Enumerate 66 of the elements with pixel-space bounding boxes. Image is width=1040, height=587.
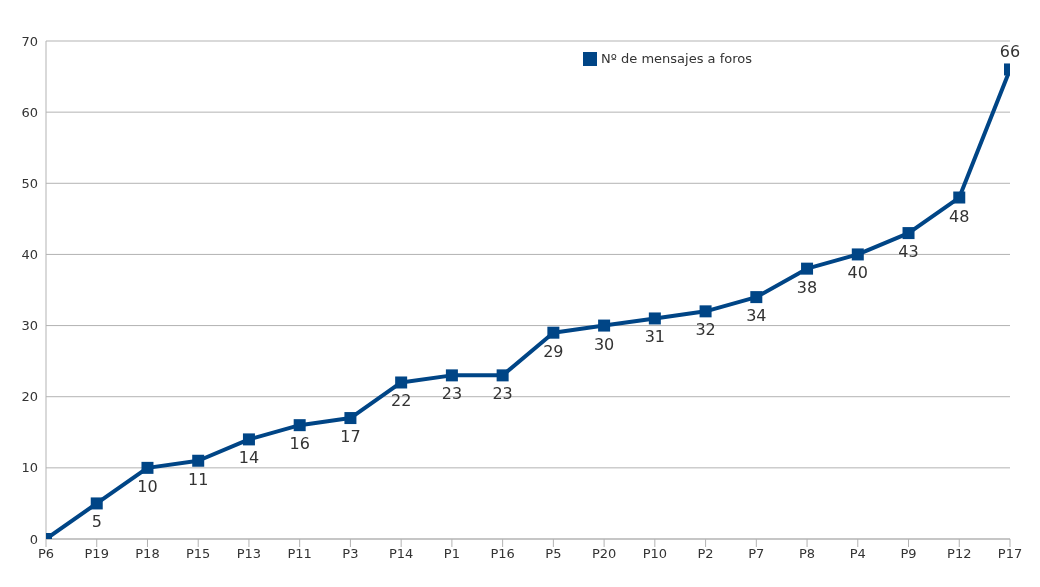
x-tick-label: P8 — [798, 546, 816, 562]
x-tick-label: P18 — [135, 546, 160, 562]
y-tick-label: 70 — [21, 33, 38, 49]
point — [344, 412, 357, 425]
x-tick-label: P14 — [388, 546, 414, 562]
y-tick-label: 0 — [29, 531, 38, 547]
x-tick-label: P12 — [947, 546, 972, 562]
data-label: 48 — [949, 206, 970, 226]
legend-label: Nº de mensajes a foros — [601, 51, 752, 66]
point — [90, 497, 103, 510]
point — [293, 419, 306, 432]
data-label: 66 — [999, 42, 1021, 62]
point — [395, 376, 408, 389]
point — [242, 433, 255, 446]
y-tick-label: 30 — [21, 318, 38, 334]
data-label: 11 — [188, 469, 209, 489]
x-tick-label: P17 — [997, 546, 1023, 562]
point — [750, 291, 763, 304]
point — [648, 312, 661, 325]
point — [851, 248, 864, 261]
point — [598, 319, 611, 332]
data-label: 22 — [390, 391, 412, 411]
x-tick-label: P19 — [84, 546, 109, 562]
data-label: 31 — [644, 327, 666, 347]
point — [547, 326, 560, 339]
data-label: 5 — [91, 512, 102, 532]
y-tick-label: 50 — [21, 175, 38, 191]
point — [699, 305, 712, 318]
y-tick-label: 20 — [21, 389, 38, 405]
y-tick-label: 10 — [21, 460, 38, 476]
point — [902, 227, 915, 240]
data-label: 34 — [746, 306, 767, 326]
data-label: 10 — [137, 476, 158, 496]
x-tick-label: P20 — [591, 546, 617, 562]
point — [801, 262, 814, 275]
x-tick-label: P6 — [37, 546, 55, 562]
point — [445, 369, 458, 382]
data-label: 14 — [238, 448, 260, 468]
data-label: 43 — [898, 242, 919, 262]
y-tick-label: 40 — [21, 247, 38, 263]
x-tick-label: P16 — [490, 546, 515, 562]
data-label: 23 — [441, 384, 463, 404]
data-label: 40 — [847, 263, 868, 283]
data-label: 16 — [289, 434, 310, 454]
x-tick-label: P4 — [849, 546, 866, 562]
data-label: 30 — [593, 334, 615, 354]
x-tick-label: P3 — [342, 546, 359, 562]
data-label: 17 — [340, 427, 361, 447]
point — [192, 454, 205, 467]
x-tick-label: P2 — [697, 546, 714, 562]
x-tick-label: P13 — [236, 546, 262, 562]
data-label: 29 — [543, 341, 564, 361]
x-tick-label: P9 — [900, 546, 917, 562]
point — [141, 461, 154, 474]
y-tick-label: 60 — [21, 104, 38, 120]
point — [496, 369, 509, 382]
point — [953, 191, 966, 204]
x-tick-label: P10 — [642, 546, 668, 562]
x-tick-label: P7 — [748, 546, 765, 562]
data-label: 23 — [492, 384, 513, 404]
data-label: 32 — [695, 320, 716, 340]
x-tick-label: P15 — [186, 546, 211, 562]
x-tick-label: P11 — [287, 546, 312, 562]
data-label: 38 — [796, 277, 818, 297]
x-tick-label: P5 — [545, 546, 562, 562]
x-tick-label: P1 — [443, 546, 460, 562]
